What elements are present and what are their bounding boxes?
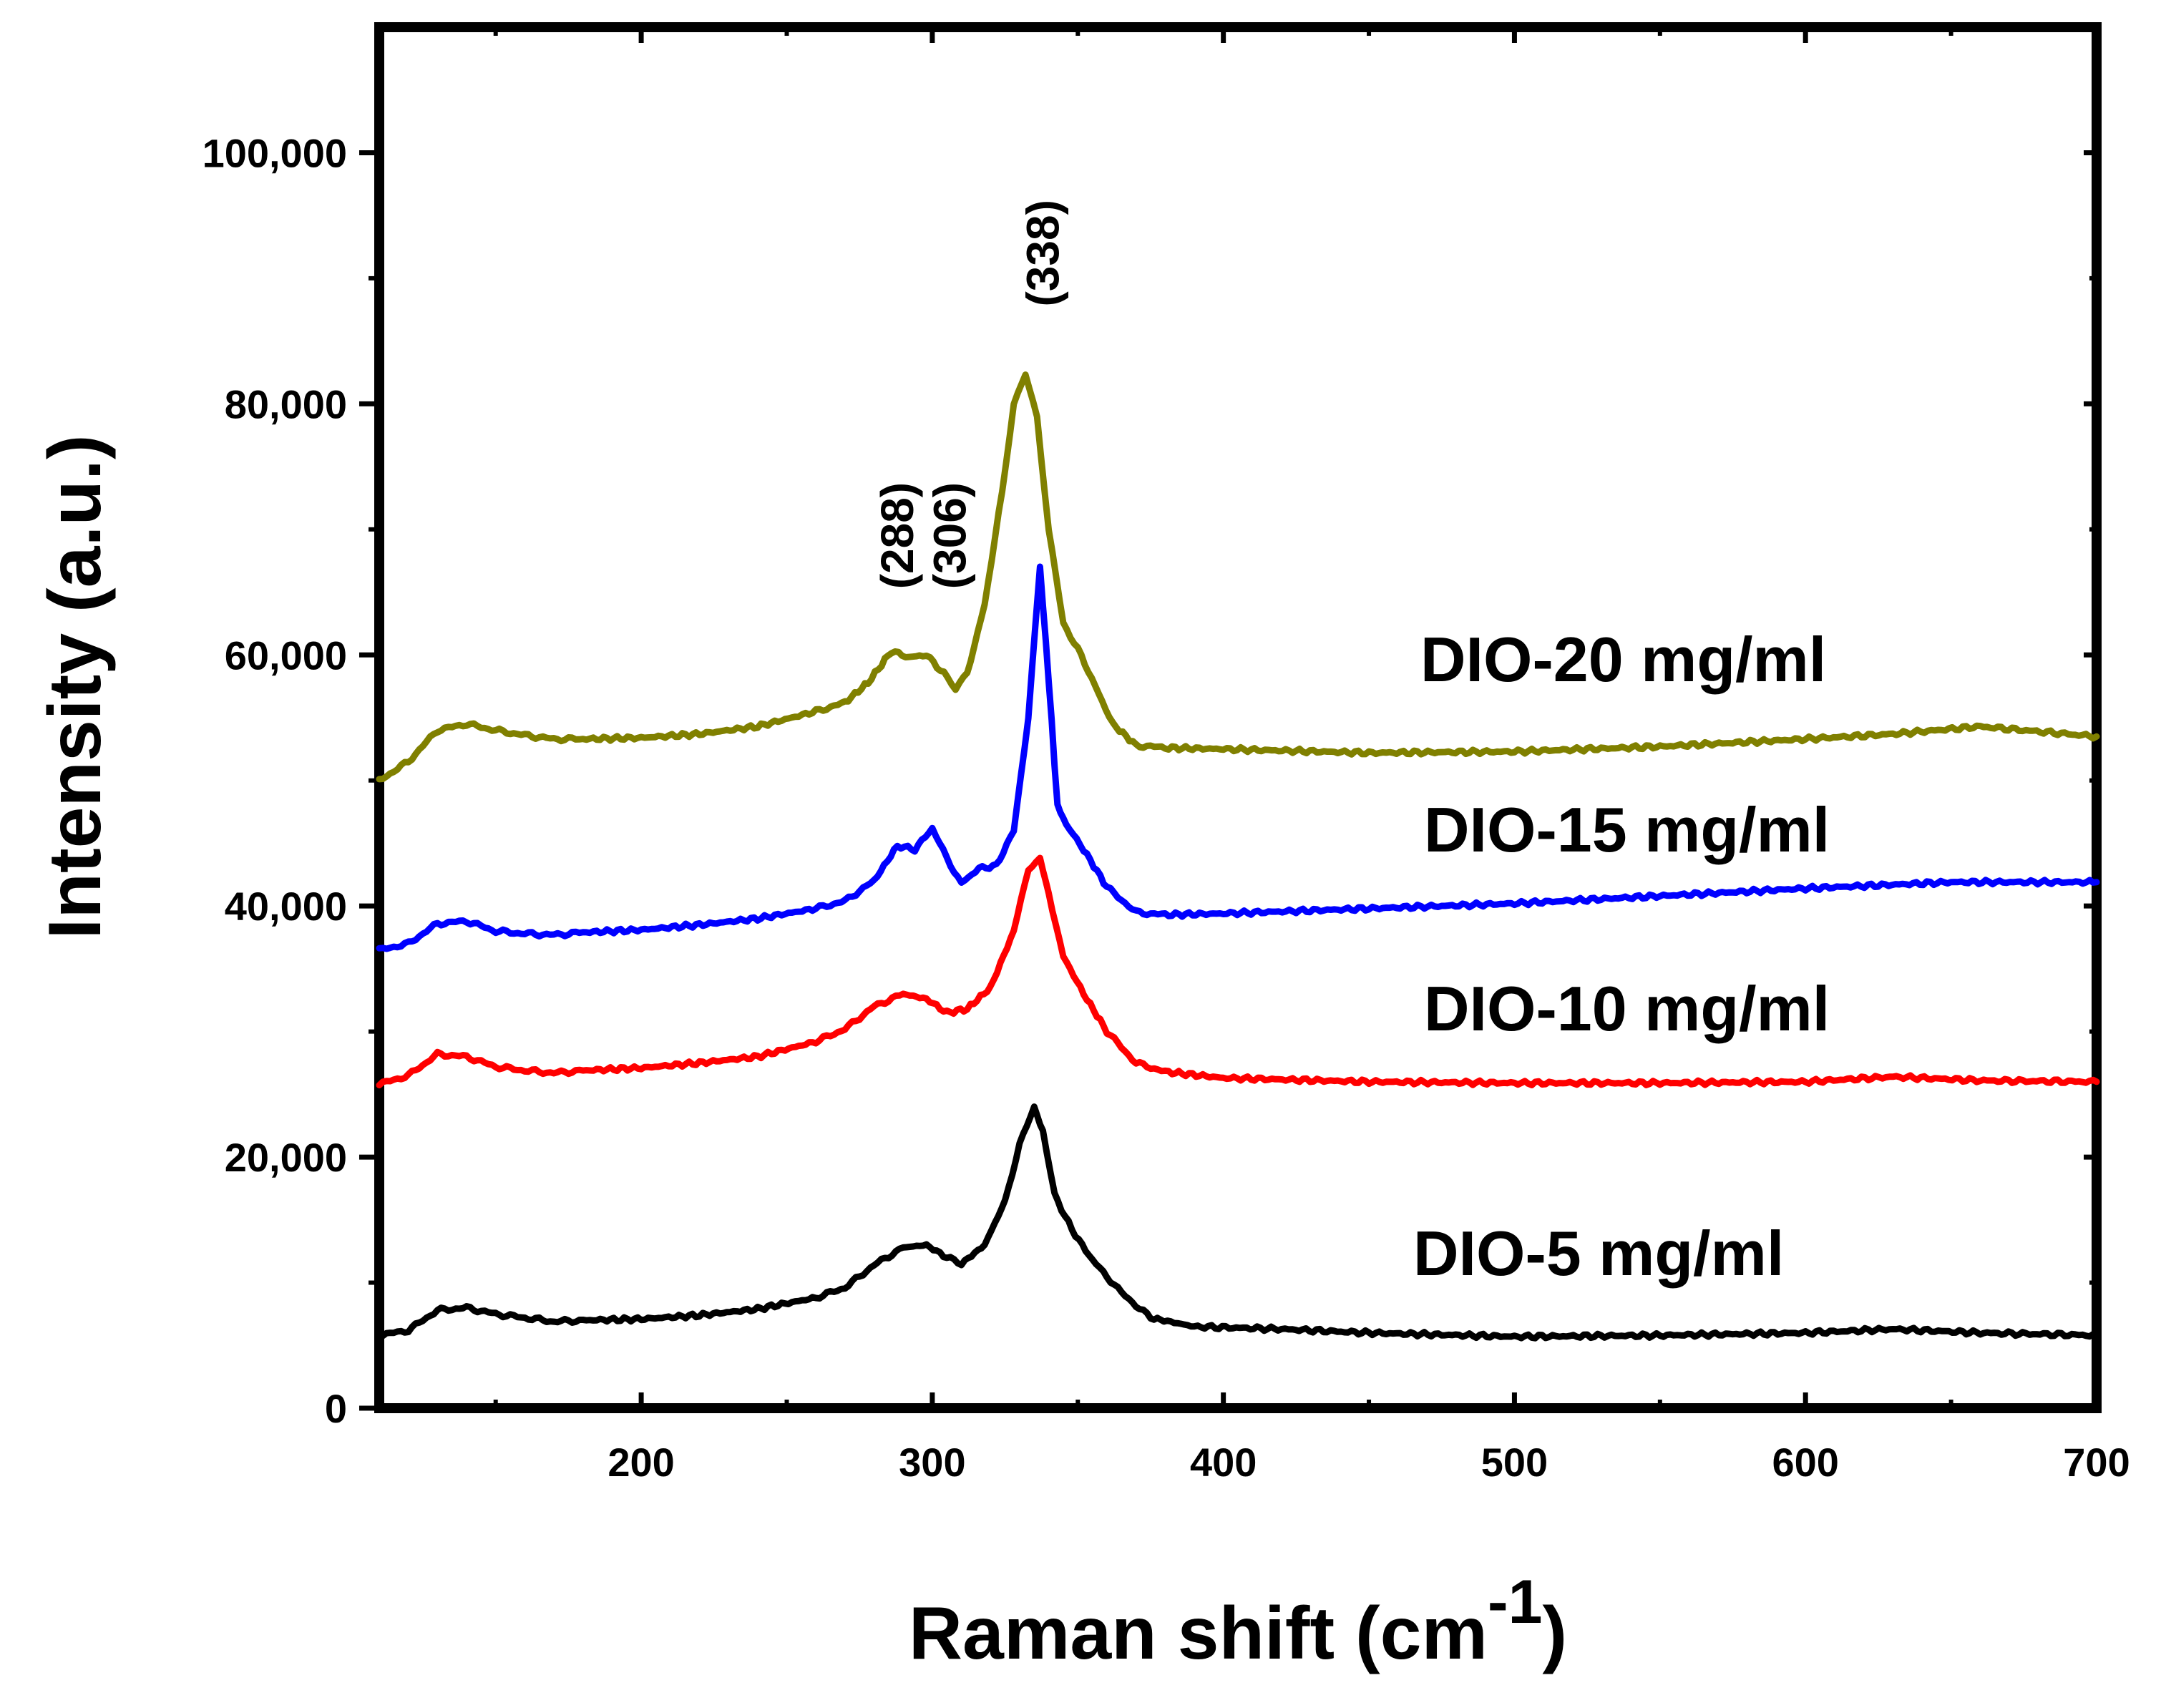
x-axis-tick-labels: 200 300 400 500 600 700: [608, 1440, 2130, 1485]
y-tick-label: 60,000: [225, 633, 347, 678]
x-axis-title-suffix: ): [1542, 1592, 1567, 1675]
series-label-dio-15: DIO-15 mg/ml: [1424, 794, 1830, 865]
y-tick-label: 40,000: [225, 884, 347, 929]
peak-label: (338): [1017, 200, 1068, 306]
series-label-dio-5: DIO-5 mg/ml: [1413, 1218, 1784, 1289]
x-axis-title-superscript: -1: [1488, 1568, 1542, 1636]
x-tick-label: 500: [1481, 1440, 1548, 1485]
y-tick-label: 20,000: [225, 1135, 347, 1180]
series-label-dio-20: DIO-20 mg/ml: [1420, 624, 1826, 695]
y-tick-label: 0: [325, 1386, 347, 1431]
y-axis-title: Intensity (a.u.): [34, 435, 117, 940]
y-tick-label: 80,000: [225, 381, 347, 426]
series-line-dio-5-mg-ml: [376, 1103, 2100, 1342]
x-tick-label: 700: [2063, 1440, 2130, 1485]
peak-annotations: (288) (306) (338): [872, 200, 1068, 589]
x-tick-label: 300: [899, 1440, 965, 1485]
y-tick-label: 100,000: [203, 130, 347, 175]
series-label-dio-10: DIO-10 mg/ml: [1424, 973, 1830, 1044]
x-axis-title-main: Raman shift (cm: [909, 1592, 1488, 1675]
y-axis-tick-labels: 0 20,000 40,000 60,000 80,000 100,000: [203, 130, 347, 1431]
series-line-dio-20-mg-ml: [376, 371, 2100, 783]
series-line-dio-10-mg-ml: [376, 854, 2100, 1089]
peak-label: (288): [872, 482, 923, 589]
x-tick-label: 200: [608, 1440, 674, 1485]
series-line-dio-15-mg-ml: [376, 563, 2100, 952]
x-tick-label: 600: [1772, 1440, 1839, 1485]
peak-label: (306): [924, 482, 975, 589]
x-axis-title: Raman shift (cm-1): [909, 1568, 1567, 1675]
series-lines: [376, 371, 2100, 1342]
plot-frame: [374, 22, 2102, 1413]
x-tick-label: 400: [1190, 1440, 1257, 1485]
y-axis-ticks: [359, 150, 2097, 1411]
x-axis-ticks: [493, 27, 2099, 1408]
